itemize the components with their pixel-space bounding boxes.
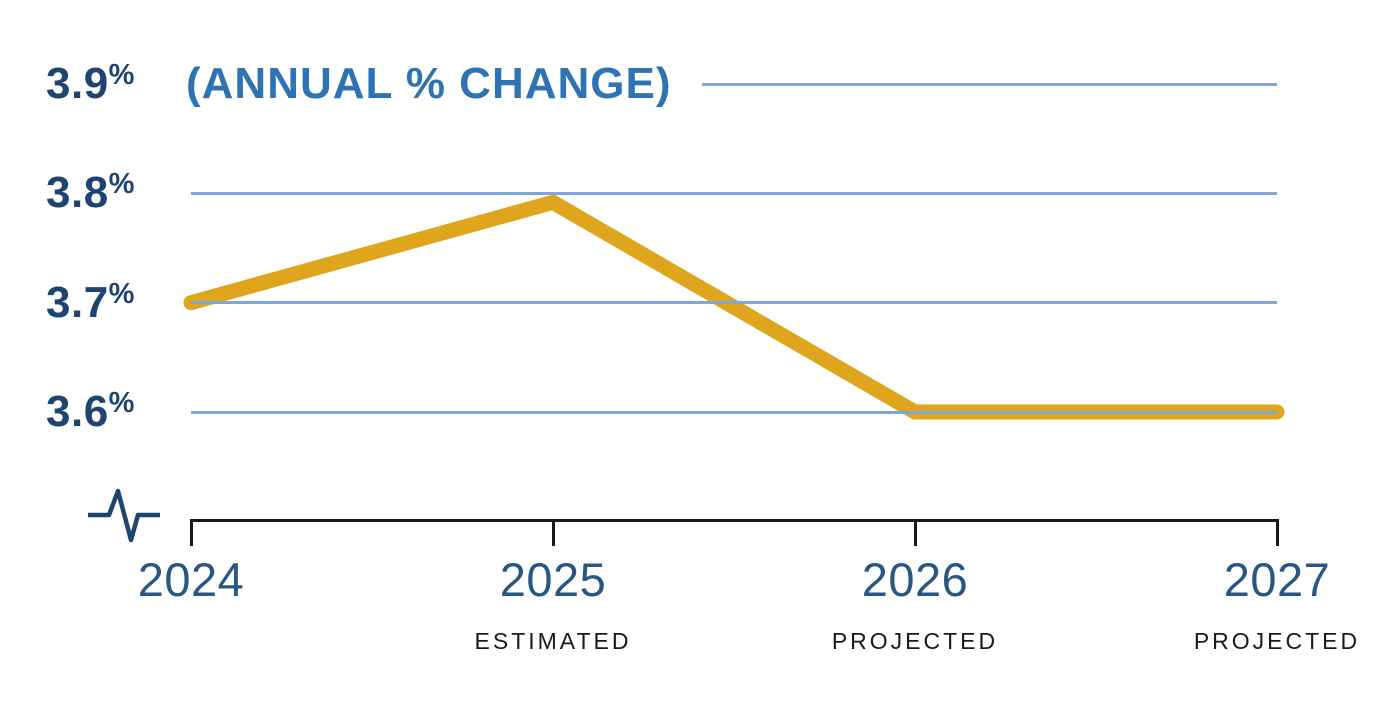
x-axis-year-label: 2026 <box>861 553 969 606</box>
y-axis-tick-label: 3.6% <box>46 382 135 442</box>
x-axis-line <box>191 519 1279 522</box>
x-axis-tick <box>913 519 917 546</box>
x-axis-sublabel: ESTIMATED <box>474 628 632 654</box>
gridline <box>191 410 1277 414</box>
x-axis-sublabel: PROJECTED <box>1193 628 1361 654</box>
x-axis-year-label: 2027 <box>1223 553 1331 606</box>
y-tick-value: 3.8 <box>46 168 109 218</box>
gridline <box>191 301 1277 305</box>
y-tick-unit: % <box>108 168 135 201</box>
chart-title: (ANNUAL % CHANGE) <box>186 59 672 108</box>
y-axis-tick-label: 3.8% <box>46 163 135 223</box>
x-axis-tick <box>1275 519 1279 546</box>
x-axis-year-label: 2024 <box>137 553 245 606</box>
y-tick-value: 3.7 <box>46 277 109 327</box>
gridline <box>702 82 1277 86</box>
x-axis-tick <box>551 519 555 546</box>
y-axis-tick-label: 3.7% <box>46 273 135 333</box>
y-tick-value: 3.9 <box>46 59 109 108</box>
axis-break-icon <box>88 488 160 543</box>
x-axis-year-label: 2025 <box>499 553 607 606</box>
x-axis-tick <box>189 519 193 546</box>
y-tick-value: 3.6 <box>46 387 109 436</box>
gridline <box>191 191 1277 195</box>
y-tick-unit: % <box>108 59 135 91</box>
y-tick-unit: % <box>108 387 135 419</box>
y-axis-tick-label: 3.9% <box>46 54 135 114</box>
y-tick-unit: % <box>108 277 135 310</box>
x-axis-sublabel: PROJECTED <box>831 628 999 654</box>
